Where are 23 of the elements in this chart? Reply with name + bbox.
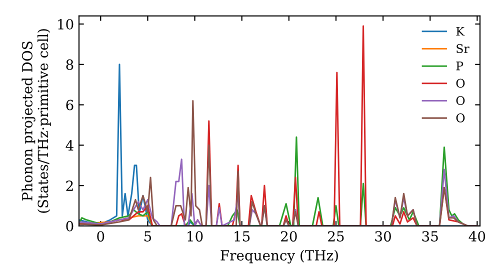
x-tick-label: 35 <box>422 231 438 242</box>
legend-label: O <box>456 113 465 122</box>
x-tick-label: 5 <box>144 231 152 242</box>
y-tick-label: 10 <box>58 19 74 30</box>
legend-label: P <box>456 62 464 70</box>
y-tick-label: 6 <box>66 100 74 110</box>
legend-label: O <box>456 78 465 88</box>
legend-label: K <box>456 26 465 36</box>
legend-label: O <box>456 96 465 106</box>
y-axis-title: Phonon projected DOS (States/THz·primitive cell) <box>22 29 51 213</box>
x-tick-label: 0 <box>97 231 104 242</box>
y-tick-label: 4 <box>66 140 74 150</box>
x-tick-label: 20 <box>281 231 297 242</box>
x-tick-label: 25 <box>328 231 344 242</box>
x-tick-label: 10 <box>188 231 203 242</box>
x-tick-label: 15 <box>234 231 250 242</box>
x-axis-title: Frequency (THz) <box>220 250 338 264</box>
x-tick-label: 30 <box>375 231 391 242</box>
y-tick-label: 8 <box>66 59 74 70</box>
y-tick-label: 2 <box>66 180 73 191</box>
y-tick-label: 0 <box>66 220 74 232</box>
legend-label: Sr <box>456 44 470 54</box>
x-tick-label: 40 <box>468 231 486 242</box>
